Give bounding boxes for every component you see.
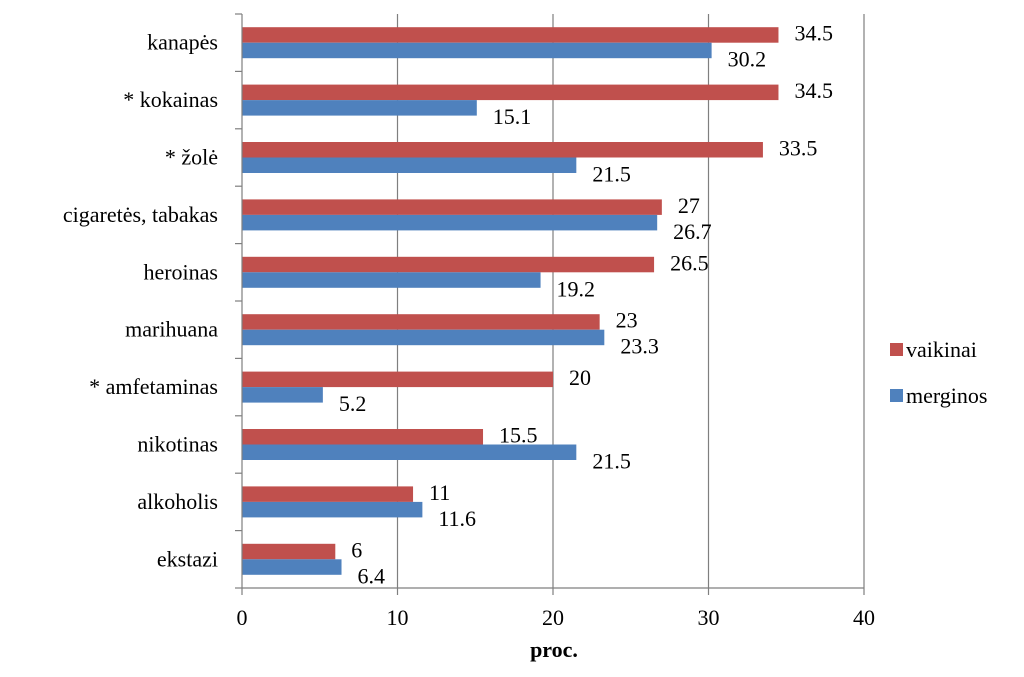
value-label-vaikinai-heroinas: 26.5 (670, 250, 709, 275)
bar-merginos-amfetaminas (242, 387, 323, 403)
category-label-žolė: * žolė (165, 145, 218, 170)
x-tick-label-40: 40 (853, 605, 875, 630)
legend-label-merginos: merginos (906, 383, 987, 408)
x-tick-label-30: 30 (698, 605, 720, 630)
value-label-vaikinai-amfetaminas: 20 (569, 365, 591, 390)
x-tick-label-20: 20 (542, 605, 564, 630)
value-label-merginos-nikotinas: 21.5 (592, 449, 631, 474)
category-label-cigaretės-tabakas: cigaretės, tabakas (63, 202, 218, 227)
bar-vaikinai-ekstazi (242, 543, 336, 560)
bar-vaikinai-žolė (242, 142, 763, 158)
bar-vaikinai-amfetaminas (242, 371, 553, 388)
bar-merginos-heroinas (242, 272, 541, 288)
category-label-ekstazi: ekstazi (157, 546, 218, 571)
value-label-merginos-amfetaminas: 5.2 (339, 391, 367, 416)
value-label-vaikinai-nikotinas: 15.5 (499, 423, 538, 448)
value-label-vaikinai-alkoholis: 11 (429, 480, 450, 505)
value-label-merginos-cigaretės-tabakas: 26.7 (673, 219, 712, 244)
category-labels: kanapės * kokainas * žolė cigaretės, tabaka… (63, 30, 218, 572)
bar-merginos-nikotinas (242, 444, 577, 460)
x-tick-label-0: 0 (237, 605, 248, 630)
bar-vaikinai-heroinas (242, 256, 655, 273)
legend-swatch-merginos (890, 389, 903, 402)
legend-swatch-vaikinai (890, 343, 903, 356)
category-label-amfetaminas: * amfetaminas (89, 374, 218, 399)
value-label-vaikinai-cigaretės-tabakas: 27 (678, 193, 700, 218)
bar-merginos-alkoholis (242, 501, 423, 518)
value-label-vaikinai-žolė: 33.5 (779, 136, 818, 161)
x-tick-label-10: 10 (387, 605, 409, 630)
value-label-merginos-kokainas: 15.1 (493, 104, 532, 129)
value-label-merginos-heroinas: 19.2 (557, 276, 596, 301)
value-label-vaikinai-kokainas: 34.5 (794, 78, 833, 103)
category-label-kokainas: * kokainas (123, 87, 218, 112)
axes (235, 13, 865, 595)
bar-merginos-žolė (242, 157, 577, 173)
value-label-merginos-žolė: 21.5 (592, 162, 631, 187)
value-label-merginos-marihuana: 23.3 (620, 334, 659, 359)
x-tick-labels: 0 10 20 30 40 (237, 605, 876, 630)
legend: vaikinai merginos (890, 337, 987, 408)
bar-merginos-kanapės (242, 42, 712, 59)
value-label-vaikinai-kanapės: 34.5 (794, 21, 833, 46)
bar-vaikinai-nikotinas (242, 429, 484, 445)
bar-merginos-cigaretės-tabakas (242, 214, 658, 231)
bar-vaikinai-marihuana (242, 314, 600, 330)
bar-vaikinai-cigaretės-tabakas (242, 199, 662, 215)
legend-label-vaikinai: vaikinai (906, 337, 977, 362)
category-label-nikotinas: nikotinas (137, 432, 218, 457)
x-axis-title: proc. (530, 637, 578, 662)
category-label-kanapės: kanapės (147, 30, 218, 55)
value-label-merginos-kanapės: 30.2 (728, 47, 767, 72)
bars (242, 27, 779, 575)
bar-vaikinai-alkoholis (242, 486, 414, 502)
bar-vaikinai-kanapės (242, 27, 779, 43)
value-label-vaikinai-marihuana: 23 (616, 308, 638, 333)
bar-vaikinai-kokainas (242, 84, 779, 101)
category-label-alkoholis: alkoholis (137, 489, 218, 514)
bar-merginos-kokainas (242, 100, 477, 116)
bar-merginos-ekstazi (242, 559, 342, 575)
category-label-marihuana: marihuana (125, 317, 218, 342)
value-label-vaikinai-ekstazi: 6 (351, 537, 362, 562)
category-label-heroinas: heroinas (143, 259, 218, 284)
bar-merginos-marihuana (242, 329, 605, 346)
value-label-merginos-alkoholis: 11.6 (438, 506, 476, 531)
value-label-merginos-ekstazi: 6.4 (358, 563, 386, 588)
